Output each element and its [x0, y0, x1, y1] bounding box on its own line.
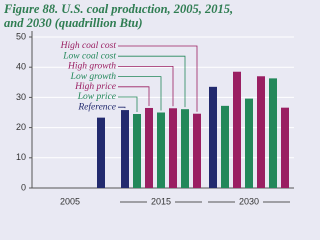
- y-tick-label: 40: [16, 62, 26, 72]
- bar: [281, 107, 289, 188]
- bar: [245, 98, 253, 188]
- leader-line: [118, 96, 138, 113]
- bar: [181, 109, 189, 188]
- legend-label: Low price: [77, 92, 116, 102]
- leader-line: [118, 66, 174, 107]
- bar: [97, 117, 105, 188]
- y-tick-label: 0: [21, 182, 26, 192]
- leader-line: [118, 76, 162, 111]
- y-tick-label: 30: [16, 92, 26, 102]
- y-tick-label: 10: [16, 152, 26, 162]
- bar: [145, 107, 153, 188]
- chart-subtitle: and 2030 (quadrillion Btu): [4, 16, 143, 30]
- bar: [157, 112, 165, 188]
- leader-line: [118, 86, 150, 106]
- bar: [269, 78, 277, 188]
- bar: [169, 108, 177, 188]
- chart-title: Figure 88. U.S. coal production, 2005, 2…: [3, 2, 233, 16]
- leader-line: [118, 55, 186, 108]
- leader-line: [118, 45, 198, 112]
- y-tick-label: 20: [16, 122, 26, 132]
- x-tick-label: 2005: [60, 196, 80, 206]
- x-tick-label: 2030: [239, 196, 259, 206]
- legend-label: Low growth: [70, 72, 117, 82]
- bar: [221, 105, 229, 188]
- legend-label: High growth: [67, 62, 116, 72]
- bar: [193, 113, 201, 188]
- x-tick-label: 2015: [151, 196, 171, 206]
- bar: [121, 110, 129, 188]
- bar: [209, 86, 217, 188]
- leader-line: [118, 106, 126, 109]
- bar: [233, 71, 241, 188]
- legend-label: High price: [74, 82, 116, 92]
- bar: [133, 114, 141, 188]
- chart: Figure 88. U.S. coal production, 2005, 2…: [3, 2, 294, 207]
- legend-label: Low coal cost: [62, 51, 116, 61]
- y-tick-label: 50: [16, 31, 26, 41]
- legend-label: Reference: [77, 101, 116, 112]
- legend-label: High coal cost: [60, 41, 117, 51]
- bar: [257, 76, 265, 188]
